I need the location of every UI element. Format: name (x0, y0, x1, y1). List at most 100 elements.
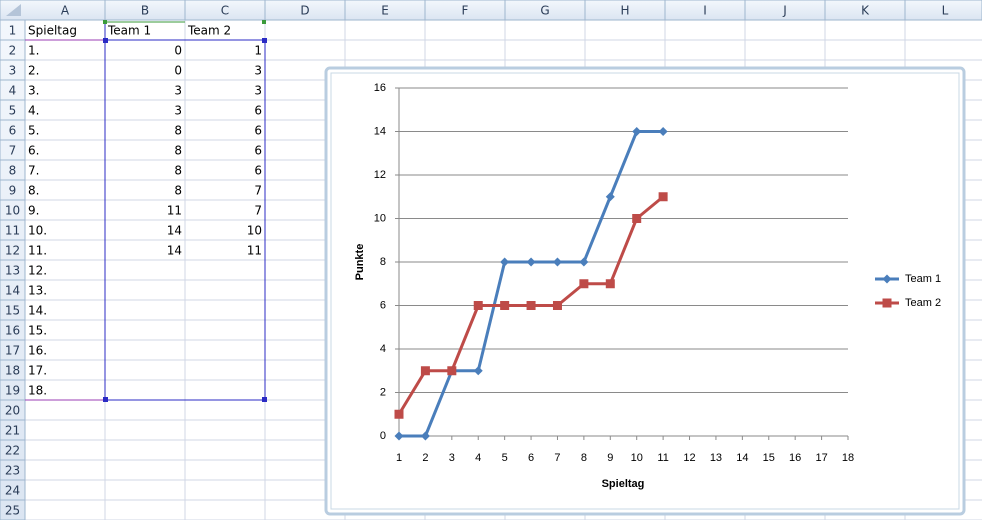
row-header[interactable]: 7 (9, 144, 17, 158)
cell[interactable]: 3 (174, 84, 182, 98)
row-header[interactable]: 5 (9, 104, 17, 118)
cell[interactable]: 11 (167, 204, 182, 218)
column-header[interactable]: D (300, 4, 309, 18)
row-header[interactable]: 11 (5, 224, 20, 238)
row-header[interactable]: 1 (9, 24, 17, 38)
row-header[interactable]: 8 (9, 164, 17, 178)
cell[interactable]: 10 (247, 224, 262, 238)
cell[interactable]: 1. (28, 44, 39, 58)
cell[interactable]: 14 (167, 244, 182, 258)
cell[interactable]: 11 (247, 244, 262, 258)
row-header[interactable]: 16 (5, 324, 20, 338)
row-header[interactable]: 10 (5, 204, 20, 218)
cell[interactable]: 6 (254, 144, 262, 158)
row-header[interactable]: 18 (5, 364, 20, 378)
cell[interactable]: Team 1 (107, 24, 151, 38)
cell[interactable]: 2. (28, 64, 39, 78)
row-header[interactable]: 15 (5, 304, 20, 318)
row-header[interactable]: 20 (5, 404, 20, 418)
point (526, 257, 536, 267)
row-header[interactable]: 13 (5, 264, 20, 278)
cell[interactable]: 1 (254, 44, 262, 58)
handle[interactable] (103, 397, 108, 402)
row-header[interactable]: 2 (9, 44, 17, 58)
cell[interactable]: 6 (254, 124, 262, 138)
row-header[interactable]: 4 (9, 84, 17, 98)
cell[interactable]: Spieltag (28, 24, 77, 38)
point (394, 431, 404, 441)
row-header[interactable]: 19 (5, 384, 20, 398)
cell[interactable]: 6 (254, 104, 262, 118)
chart-frame[interactable] (324, 66, 966, 516)
cell[interactable]: 9. (28, 204, 39, 218)
row-header[interactable]: 9 (9, 184, 17, 198)
column-header[interactable]: B (141, 4, 149, 18)
cell[interactable]: 11. (28, 244, 47, 258)
column-header[interactable]: H (620, 4, 629, 18)
row-header[interactable]: 3 (9, 64, 17, 78)
column-header[interactable]: J (782, 4, 787, 18)
row-header[interactable]: 25 (5, 504, 20, 518)
row-header[interactable]: 12 (5, 244, 20, 258)
row-header[interactable]: 21 (5, 424, 20, 438)
column-header[interactable]: F (462, 4, 469, 18)
cell[interactable]: 7 (254, 184, 262, 198)
cell[interactable]: 3 (254, 64, 262, 78)
cell[interactable]: 3 (254, 84, 262, 98)
cell[interactable]: 15. (28, 324, 47, 338)
column-header[interactable]: E (381, 4, 389, 18)
cell[interactable]: 12. (28, 264, 47, 278)
sheet-cells: Spieltag Team 1 Team 21. 0 12. 0 33. 3 34. 3 65. 8 6… (28, 24, 262, 398)
column-header[interactable]: L (942, 4, 949, 18)
cell[interactable]: Team 2 (187, 24, 231, 38)
legend-marker (882, 298, 892, 308)
point (473, 366, 483, 376)
column-header[interactable]: A (61, 4, 70, 18)
row-header[interactable]: 14 (5, 284, 20, 298)
cell[interactable]: 0 (174, 44, 182, 58)
column-header[interactable]: G (540, 4, 549, 18)
cell[interactable]: 7. (28, 164, 39, 178)
cell[interactable]: 16. (28, 344, 47, 358)
handle[interactable] (262, 20, 266, 24)
select-all[interactable] (6, 4, 21, 16)
cell[interactable]: 13. (28, 284, 47, 298)
handle[interactable] (262, 397, 267, 402)
cell[interactable]: 8 (174, 164, 182, 178)
column-header[interactable]: I (703, 4, 707, 18)
y-tick-label: 0 (380, 430, 386, 442)
cell[interactable]: 3 (174, 104, 182, 118)
cell[interactable]: 8 (174, 184, 182, 198)
column-header[interactable]: C (221, 4, 229, 18)
cell[interactable]: 5. (28, 124, 39, 138)
cell[interactable]: 4. (28, 104, 39, 118)
cell[interactable]: 8. (28, 184, 39, 198)
cell[interactable]: 18. (28, 384, 47, 398)
cell[interactable]: 7 (254, 204, 262, 218)
row-header[interactable]: 17 (5, 344, 20, 358)
point (658, 192, 668, 202)
cell[interactable]: 6 (254, 164, 262, 178)
selection (25, 20, 267, 402)
row-header[interactable]: 24 (5, 484, 20, 498)
cell[interactable]: 14 (167, 224, 182, 238)
column-header[interactable]: K (861, 4, 870, 18)
handle[interactable] (262, 38, 267, 43)
x-tick-label: 17 (815, 452, 827, 464)
cell[interactable]: 3. (28, 84, 39, 98)
cell[interactable]: 10. (28, 224, 47, 238)
point (552, 301, 562, 310)
handle[interactable] (103, 38, 108, 43)
cell[interactable]: 0 (174, 64, 182, 78)
cell[interactable]: 6. (28, 144, 39, 158)
x-tick-label: 6 (528, 452, 534, 464)
x-tick-label: 11 (657, 452, 668, 464)
cell[interactable]: 17. (28, 364, 47, 378)
cell[interactable]: 8 (174, 144, 182, 158)
cell[interactable]: 8 (174, 124, 182, 138)
row-header[interactable]: 22 (5, 444, 20, 458)
row-header[interactable]: 23 (5, 464, 20, 478)
cell[interactable]: 14. (28, 304, 47, 318)
row-header[interactable]: 6 (9, 124, 17, 138)
handle[interactable] (103, 20, 107, 24)
